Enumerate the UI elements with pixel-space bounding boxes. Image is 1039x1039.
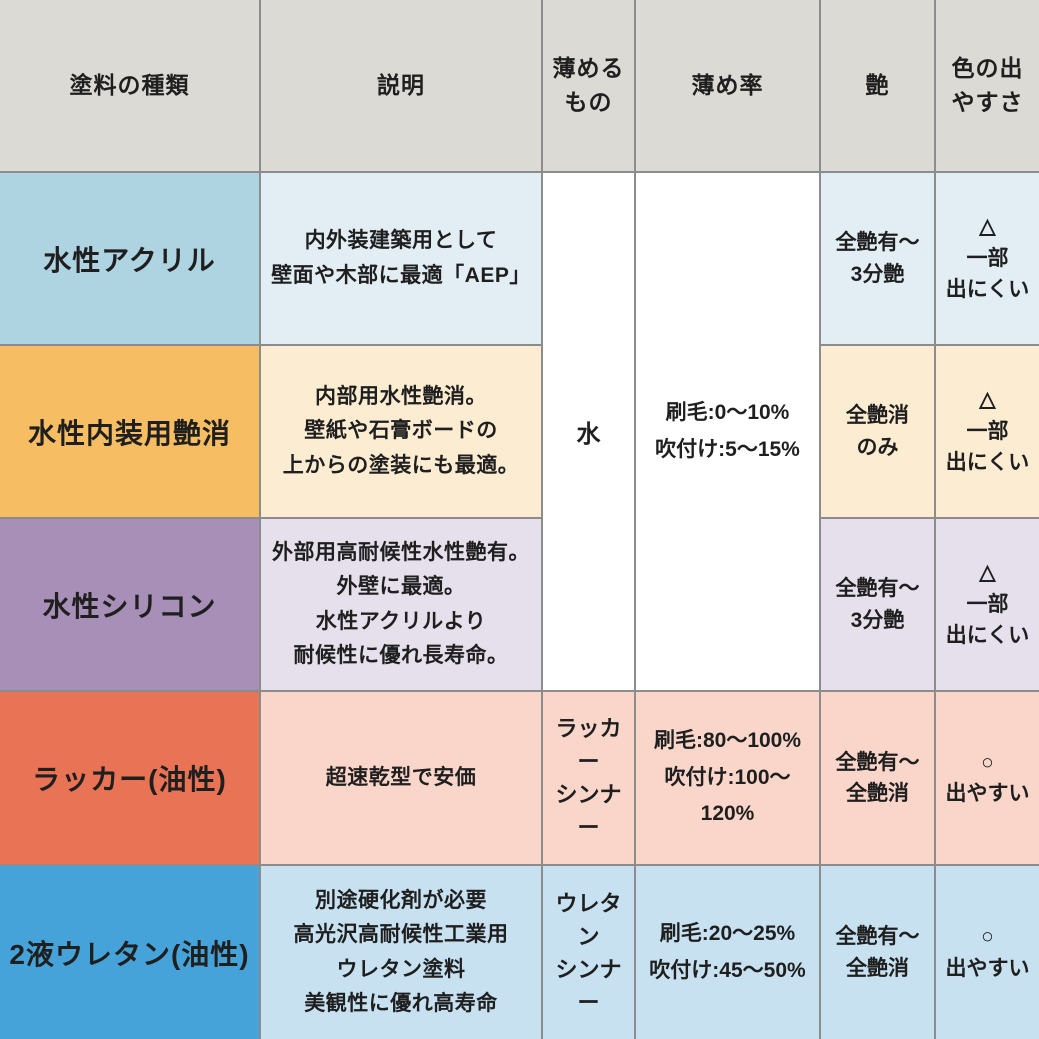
row-urethane-color-ease-cell: ○ 出やすい (936, 866, 1039, 1039)
header-cell-description: 説明 (261, 0, 541, 171)
row-urethane-description-cell: 別途硬化剤が必要 高光沢高耐候性工業用 ウレタン塗料 美観性に優れ高寿命 (261, 866, 541, 1039)
merged-dilution-ratio-cell: 刷毛:0〜10% 吹付け:5〜15% (636, 173, 819, 690)
row-interior-matte-description-cell: 内部用水性艶消。 壁紙や石膏ボードの 上からの塗装にも最適。 (261, 346, 541, 517)
header-cell-thinner: 薄める もの (543, 0, 634, 171)
header-cell-paint-type: 塗料の種類 (0, 0, 259, 171)
row-acrylic-description-cell: 内外装建築用として 壁面や木部に最適「AEP」 (261, 173, 541, 344)
row-urethane-thinner-cell: ウレタン シンナー (543, 866, 634, 1039)
row-lacquer-color-ease-cell: ○ 出やすい (936, 692, 1039, 864)
row-acrylic-gloss-cell: 全艶有〜 3分艶 (821, 173, 934, 344)
merged-thinner-water-cell: 水 (543, 173, 634, 690)
row-lacquer-dilution-ratio-cell: 刷毛:80〜100% 吹付け:100〜120% (636, 692, 819, 864)
row-interior-matte-name-cell: 水性内装用艶消 (0, 346, 259, 517)
row-lacquer-gloss-cell: 全艶有〜 全艶消 (821, 692, 934, 864)
row-silicone-color-ease-cell: △ 一部 出にくい (936, 519, 1039, 690)
row-lacquer-description-cell: 超速乾型で安価 (261, 692, 541, 864)
row-lacquer-name-cell: ラッカー(油性) (0, 692, 259, 864)
row-urethane-dilution-ratio-cell: 刷毛:20〜25% 吹付け:45〜50% (636, 866, 819, 1039)
row-lacquer-thinner-cell: ラッカー シンナー (543, 692, 634, 864)
row-urethane-name-cell: 2液ウレタン(油性) (0, 866, 259, 1039)
row-silicone-gloss-cell: 全艶有〜 3分艶 (821, 519, 934, 690)
row-urethane-gloss-cell: 全艶有〜 全艶消 (821, 866, 934, 1039)
header-cell-gloss: 艶 (821, 0, 934, 171)
row-acrylic-color-ease-cell: △ 一部 出にくい (936, 173, 1039, 344)
row-silicone-name-cell: 水性シリコン (0, 519, 259, 690)
row-interior-matte-color-ease-cell: △ 一部 出にくい (936, 346, 1039, 517)
header-cell-dilution-ratio: 薄め率 (636, 0, 819, 171)
row-acrylic-name-cell: 水性アクリル (0, 173, 259, 344)
row-silicone-description-cell: 外部用高耐候性水性艶有。 外壁に最適。 水性アクリルより 耐候性に優れ長寿命。 (261, 519, 541, 690)
header-cell-color-ease: 色の出 やすさ (936, 0, 1039, 171)
row-interior-matte-gloss-cell: 全艶消 のみ (821, 346, 934, 517)
